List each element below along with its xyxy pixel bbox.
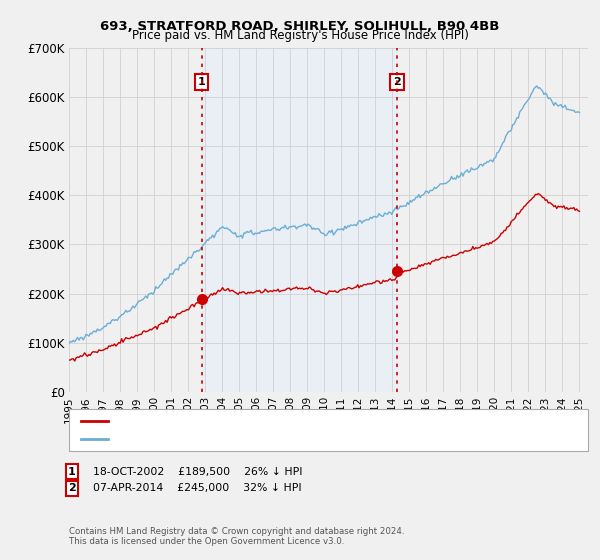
Text: 07-APR-2014    £245,000    32% ↓ HPI: 07-APR-2014 £245,000 32% ↓ HPI: [93, 483, 302, 493]
Bar: [202, 48, 397, 392]
Text: 1: 1: [198, 77, 206, 87]
Text: 693, STRATFORD ROAD, SHIRLEY, SOLIHULL, B90 4BB (detached house): 693, STRATFORD ROAD, SHIRLEY, SOLIHULL, …: [114, 416, 488, 426]
Text: 18-OCT-2002    £189,500    26% ↓ HPI: 18-OCT-2002 £189,500 26% ↓ HPI: [93, 466, 302, 477]
Text: 1: 1: [68, 466, 76, 477]
Text: HPI: Average price, detached house, Solihull: HPI: Average price, detached house, Soli…: [114, 434, 345, 444]
Text: Price paid vs. HM Land Registry's House Price Index (HPI): Price paid vs. HM Land Registry's House …: [131, 29, 469, 42]
Text: Contains HM Land Registry data © Crown copyright and database right 2024.
This d: Contains HM Land Registry data © Crown c…: [69, 526, 404, 546]
Text: 2: 2: [393, 77, 401, 87]
Text: 693, STRATFORD ROAD, SHIRLEY, SOLIHULL, B90 4BB: 693, STRATFORD ROAD, SHIRLEY, SOLIHULL, …: [100, 20, 500, 32]
Text: 2: 2: [68, 483, 76, 493]
